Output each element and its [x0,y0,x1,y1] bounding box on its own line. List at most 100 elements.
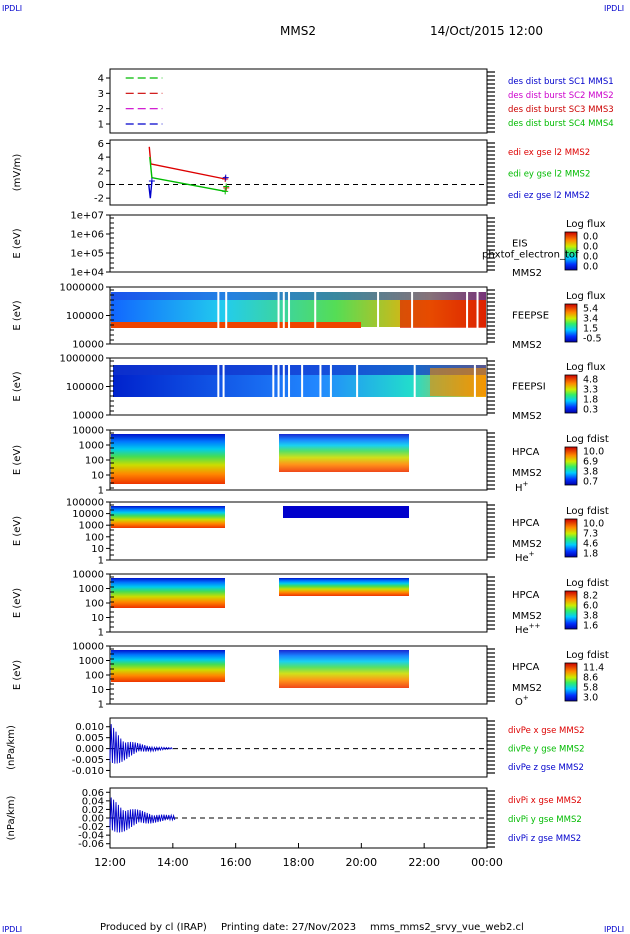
feepse-colorbar-tick-label: 5.4 [583,304,598,315]
divpe-ytick-label: -0.005 [72,755,104,766]
feepsi-instrument-label: FEEPSI [512,382,546,393]
eis-ytick-label: 1e+05 [70,249,104,260]
feepsi-data-gap [272,360,275,403]
feepsi-colorbar-tick-label: 0.3 [583,405,598,416]
hpca_hepp-spacecraft-label: MMS2 [512,611,542,622]
edi-frame [109,139,488,206]
hpca_hepp-ytick-label: 10 [91,613,104,624]
time-axis-label: 18:00 [283,856,315,869]
hpca_he-ytick-label: 100 [85,532,104,543]
feepsi-colorbar-tick-label: 3.3 [583,385,598,396]
feepse-colorbar-tick-label: 1.5 [583,324,598,335]
edi-legend-entry: edi ez gse l2 MMS2 [508,191,590,201]
feepsi-data-gap [282,360,285,403]
divpe-legend-entry: divPe z gse MMS2 [508,763,584,773]
feepse-data-gap [288,289,291,332]
hpca_hepp-colorbar-tick-label: 8.2 [583,591,598,602]
date-title: 14/Oct/2015 12:00 [430,24,543,38]
burst-ytick-label: 3 [98,89,104,100]
hpca_o-ytick-label: 10000 [72,642,104,653]
hpca_o-ytick-label: 1000 [79,656,104,667]
burst-legend-entry: des dist burst SC4 MMS4 [508,119,614,129]
spacecraft-title: MMS2 [280,24,316,38]
time-axis-label: 22:00 [408,856,440,869]
edi-point-y [222,188,229,195]
burst-frame [109,68,488,134]
hpca_o-ytick-label: 10 [91,685,104,696]
hpca_hepp-colorbar-tick-label: 6.0 [583,601,598,612]
hpca_h-colorbar-title: Log fdist [566,434,609,445]
hpca_hepp-ytick-label: 10000 [72,570,104,581]
feepse-data-gap [377,289,380,332]
eis-colorbar-tick-label: 0.0 [583,242,598,253]
hpca_h-ytick-label: 10000 [72,426,104,437]
divpe-ytick-label: 0.005 [75,733,104,744]
feepse-instrument-label: FEEPSE [512,311,549,322]
burst-legend-entry: des dist burst SC2 MMS2 [508,91,614,101]
feepse-data-gap [411,289,414,332]
eis-colorbar-tick-label: 0.0 [583,262,598,273]
corner-label-bottom-right: IPDLI [604,925,624,934]
eis-ytick-label: 1e+07 [70,211,104,222]
hpca_o-instrument-label: HPCA [512,662,540,673]
edi-legend-entry: edi ex gse l2 MMS2 [508,148,590,158]
hpca_h-ytick-label: 100 [85,456,104,467]
hpca_he-colorbar [564,518,578,558]
divpi-ytick-label: -0.06 [78,839,104,850]
time-axis-label: 20:00 [345,856,377,869]
footer-filename: mms_mms2_srvy_vue_web2.cl [370,922,524,933]
hpca_h-ytick-label: 1 [98,486,104,497]
divpi-legend-entry: divPi z gse MMS2 [508,834,581,844]
hpca_h-colorbar-tick-label: 0.7 [583,477,598,488]
hpca_o-ytick-label: 1 [98,700,104,711]
eis-overlay-label: phxtof_electron_tof [482,250,579,261]
hpca_he-ytick-label: 10 [91,544,104,555]
feepse-data-gap [476,289,479,332]
edi-ytick-label: 4 [98,153,104,164]
burst-ytick-label: 4 [98,74,104,85]
feepsi-colorbar-tick-label: 1.8 [583,395,598,406]
hpca_he-frame [109,501,488,561]
edi-series-y [149,157,226,193]
hpca_h-colorbar-tick-label: 10.0 [583,447,604,458]
feepse-ytick-label: 10000 [72,340,104,351]
divpi-legend-entry: divPi x gse MMS2 [508,796,582,806]
hpca_h-ylabel: E (eV) [12,445,23,475]
eis-colorbar-title: Log flux [566,219,606,230]
hpca_he-colorbar-tick-label: 10.0 [583,519,604,530]
hpca_h-colorbar-tick-label: 3.8 [583,467,598,478]
eis-instrument-label: EIS [512,239,528,250]
eis-ylabel: E (eV) [12,228,23,258]
time-axis-label: 12:00 [94,856,126,869]
burst-legend-entry: des dist burst SC1 MMS1 [508,77,614,87]
hpca_he-species-label: He+ [515,550,535,564]
feepsi-data-gap [356,360,359,403]
divpi-ytick-label: 0.02 [82,805,104,816]
hpca_hepp-ytick-label: 1000 [79,584,104,595]
burst-legend-entry: des dist burst SC3 MMS3 [508,105,614,115]
divpe-trace [109,724,173,764]
feepsi-spacecraft-label: MMS2 [512,411,542,422]
feepsi-ylabel: E (eV) [12,371,23,401]
feepse-ylabel: E (eV) [12,300,23,330]
hpca_he-colorbar-tick-label: 1.8 [583,549,598,560]
edi-legend-entry: edi ey gse l2 MMS2 [508,170,590,180]
feepse-colorbar-tick-label: 3.4 [583,314,598,325]
feepsi-data-gap [277,360,280,403]
hpca_hepp-ylabel: E (eV) [12,588,23,618]
eis-spacecraft-label: MMS2 [512,268,542,279]
divpi-ylabel: (nPa/km) [6,796,17,841]
burst-ytick-label: 1 [98,120,104,131]
feepse-spacecraft-label: MMS2 [512,340,542,351]
feepsi-colorbar [564,374,578,414]
edi-point-y [223,183,230,190]
corner-label-top-left: IPDLI [2,4,22,13]
hpca_o-colorbar-tick-label: 5.8 [583,683,598,694]
hpca_hepp-species-superscript: ++ [529,622,541,630]
hpca_h-instrument-label: HPCA [512,447,540,458]
feepse-data-gap [466,289,469,332]
hpca_hepp-colorbar-title: Log fdist [566,578,609,589]
feepse-colorbar-tick-label: -0.5 [583,334,602,345]
divpi-legend-entry: divPi y gse MMS2 [508,815,582,825]
feepse-data-gap [217,289,220,332]
